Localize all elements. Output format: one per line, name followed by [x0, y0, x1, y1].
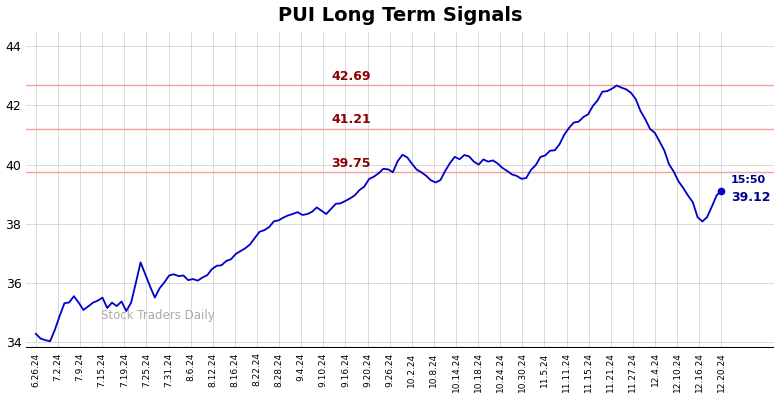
Text: 39.75: 39.75	[332, 156, 371, 170]
Text: 39.12: 39.12	[731, 191, 771, 204]
Text: 42.69: 42.69	[332, 70, 371, 83]
Text: Stock Traders Daily: Stock Traders Daily	[101, 309, 215, 322]
Title: PUI Long Term Signals: PUI Long Term Signals	[278, 6, 522, 25]
Text: 15:50: 15:50	[731, 175, 766, 185]
Text: 41.21: 41.21	[332, 113, 371, 127]
